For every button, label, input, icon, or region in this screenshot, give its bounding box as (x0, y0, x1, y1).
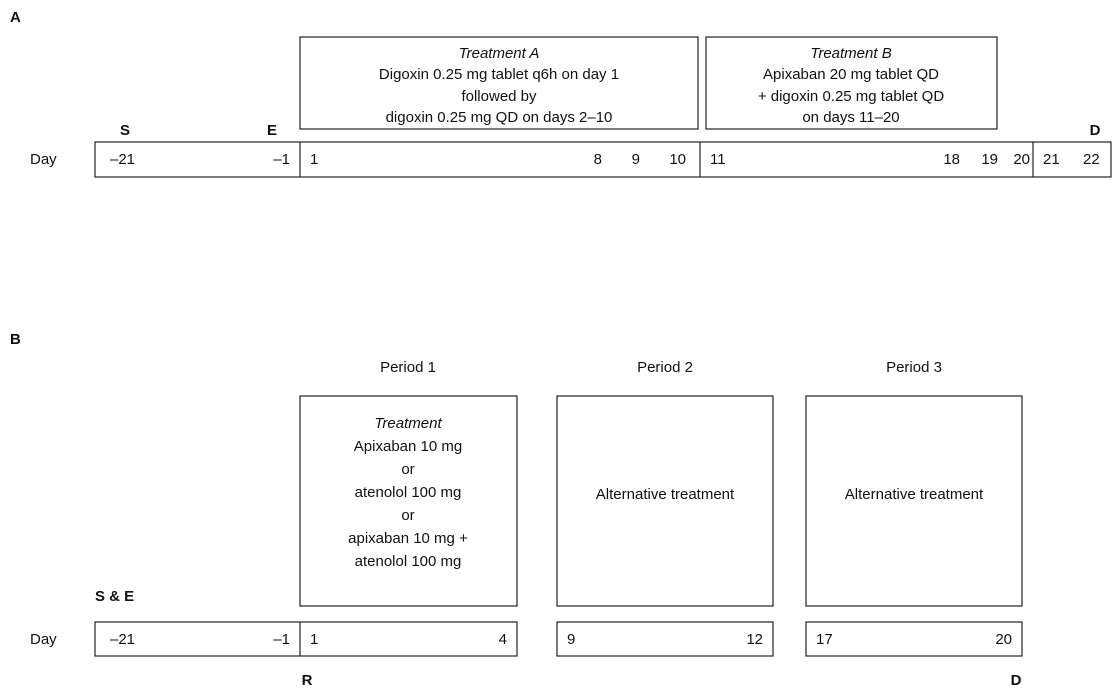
marker: R (302, 672, 313, 689)
day-box (805, 621, 1023, 657)
treatment-line: followed by (461, 88, 537, 105)
day-number: 20 (995, 631, 1012, 648)
day-number: 8 (594, 151, 602, 168)
treatment-box (556, 395, 774, 607)
day-box (556, 621, 774, 657)
treatment-box (299, 395, 518, 607)
treatment-line: or (401, 461, 414, 478)
day-number: 12 (746, 631, 763, 648)
treatment-title: Treatment A (459, 45, 540, 62)
period-label: Period 2 (637, 359, 693, 376)
panel-label: A (10, 9, 21, 26)
treatment-line: atenolol 100 mg (355, 484, 462, 501)
day-number: 11 (710, 151, 726, 168)
treatment-box (299, 36, 699, 130)
treatment-line: on days 11–20 (802, 109, 899, 126)
treatment-line: digoxin 0.25 mg QD on days 2–10 (386, 109, 613, 126)
marker: S (120, 122, 130, 139)
day-number: –1 (273, 631, 290, 648)
day-label: Day (30, 631, 57, 648)
day-label: Day (30, 151, 57, 168)
treatment-box (705, 36, 998, 130)
day-box (94, 621, 518, 657)
day-number: 21 (1043, 151, 1060, 168)
day-number: 20 (1013, 151, 1030, 168)
day-number: –1 (273, 151, 290, 168)
day-number: 9 (567, 631, 575, 648)
period-label: Period 3 (886, 359, 942, 376)
day-number: 19 (981, 151, 998, 168)
marker: D (1011, 672, 1022, 689)
day-number: 1 (310, 151, 318, 168)
day-number: 10 (669, 151, 686, 168)
treatment-title: Treatment (374, 415, 442, 432)
panel-label: B (10, 331, 21, 348)
marker: E (267, 122, 277, 139)
day-number: 4 (499, 631, 507, 648)
treatment-line: or (401, 507, 414, 524)
treatment-line: Apixaban 20 mg tablet QD (763, 66, 939, 83)
day-number: –21 (110, 151, 135, 168)
day-number: –21 (110, 631, 135, 648)
day-number: 22 (1083, 151, 1100, 168)
marker: D (1090, 122, 1101, 139)
treatment-line: Alternative treatment (845, 486, 984, 503)
day-number: 1 (310, 631, 318, 648)
treatment-line: apixaban 10 mg + (348, 530, 468, 547)
period-label: Period 1 (380, 359, 436, 376)
marker: S & E (95, 588, 134, 605)
day-number: 9 (632, 151, 640, 168)
day-number: 17 (816, 631, 833, 648)
treatment-line: Apixaban 10 mg (354, 438, 462, 455)
treatment-box (805, 395, 1023, 607)
day-number: 18 (943, 151, 960, 168)
treatment-line: + digoxin 0.25 mg tablet QD (758, 88, 945, 105)
treatment-line: atenolol 100 mg (355, 553, 462, 570)
day-box (94, 141, 1112, 178)
treatment-line: Digoxin 0.25 mg tablet q6h on day 1 (379, 66, 619, 83)
treatment-title: Treatment B (810, 45, 891, 62)
treatment-line: Alternative treatment (596, 486, 735, 503)
